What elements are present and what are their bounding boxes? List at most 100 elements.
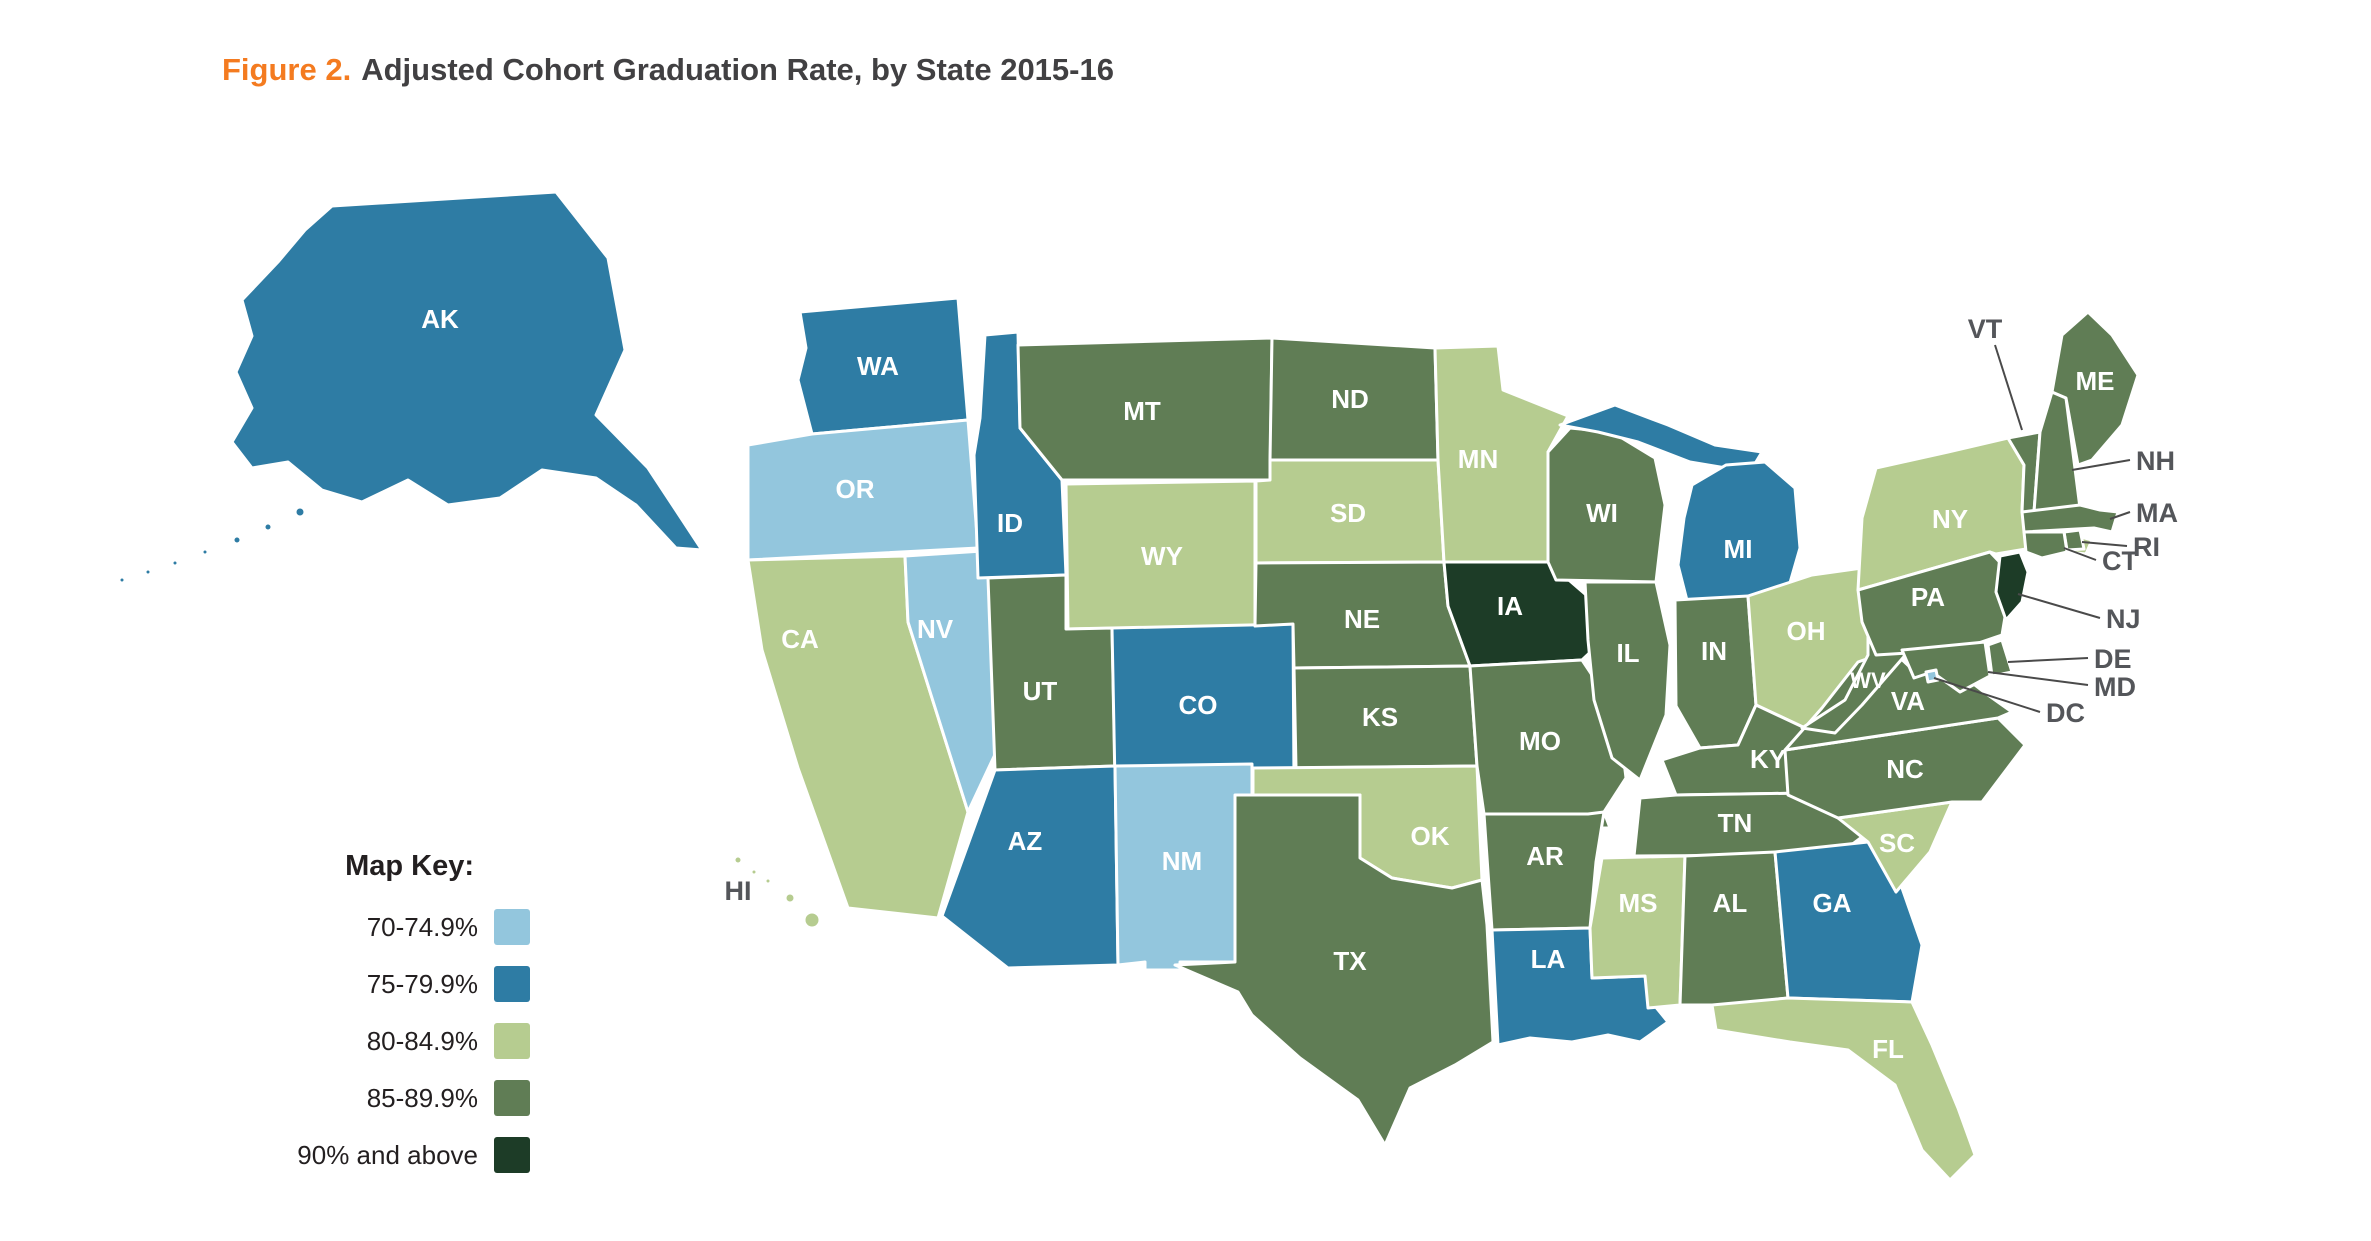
state-label-NJ: NJ — [2106, 604, 2141, 634]
state-label-NE: NE — [1344, 604, 1380, 634]
state-label-WI: WI — [1586, 498, 1618, 528]
state-IL — [1583, 580, 1672, 782]
state-label-ID: ID — [997, 508, 1023, 538]
legend-swatch-75-79 — [494, 966, 530, 1002]
state-label-TX: TX — [1333, 946, 1367, 976]
state-label-ND: ND — [1331, 384, 1369, 414]
state-label-OH: OH — [1787, 616, 1826, 646]
state-AK-island — [231, 534, 243, 546]
state-label-OR: OR — [836, 474, 875, 504]
state-label-CT: CT — [2102, 546, 2138, 576]
callout-line-MA — [2109, 511, 2131, 520]
state-label-KY: KY — [1750, 744, 1786, 774]
legend-swatch-85-89 — [494, 1080, 530, 1116]
state-label-MT: MT — [1123, 396, 1161, 426]
state-label-SD: SD — [1330, 498, 1366, 528]
state-label-CO: CO — [1179, 690, 1218, 720]
state-label-NH: NH — [2136, 446, 2175, 476]
state-HI-island — [749, 867, 759, 877]
state-label-AL: AL — [1713, 888, 1748, 918]
state-label-NM: NM — [1162, 846, 1202, 876]
state-label-TN: TN — [1718, 808, 1753, 838]
callout-line-VT — [1994, 344, 2023, 431]
state-OR — [746, 418, 980, 562]
legend-label: 85-89.9% — [366, 1082, 478, 1113]
state-NH — [2032, 390, 2082, 514]
state-label-UT: UT — [1023, 676, 1058, 706]
state-label-LA: LA — [1531, 944, 1566, 974]
state-label-IA: IA — [1497, 591, 1523, 621]
state-label-MI: MI — [1724, 534, 1753, 564]
legend-item-85-89: 85-89.9% — [258, 1080, 530, 1116]
state-HI-island — [802, 910, 822, 930]
legend-swatch-90-above — [494, 1137, 530, 1173]
state-label-AK: AK — [421, 304, 459, 334]
map-key-title: Map Key: — [345, 850, 474, 882]
state-IN — [1673, 594, 1758, 750]
legend-swatch-80-84 — [494, 1023, 530, 1059]
state-label-WV: WV — [1850, 668, 1886, 693]
state-FL — [1710, 996, 1977, 1182]
state-label-WY: WY — [1141, 541, 1183, 571]
state-label-IL: IL — [1616, 638, 1639, 668]
state-TX — [1173, 793, 1495, 1147]
legend-label: 70-74.9% — [366, 911, 478, 942]
state-label-DC: DC — [2046, 698, 2085, 728]
state-label-MS: MS — [1619, 888, 1658, 918]
state-AK-island — [170, 558, 180, 568]
callout-line-NH — [2071, 459, 2131, 471]
state-NC — [1783, 716, 2027, 820]
state-label-NY: NY — [1932, 504, 1968, 534]
legend-item-90-above: 90% and above — [258, 1137, 530, 1173]
callout-line-NJ — [2017, 593, 2101, 619]
legend-label: 75-79.9% — [366, 968, 478, 999]
state-label-RI: RI — [2133, 532, 2160, 562]
state-AK-island — [293, 505, 307, 519]
state-AK-island — [200, 547, 210, 557]
state-AK — [230, 190, 704, 552]
figure-text: Adjusted Cohort Graduation Rate, by Stat… — [361, 52, 1114, 87]
state-label-NV: NV — [917, 614, 954, 644]
state-ME — [2050, 310, 2140, 467]
state-label-MD: MD — [2094, 672, 2136, 702]
state-MT — [1016, 336, 1274, 482]
state-label-HI: HI — [725, 876, 752, 906]
state-NJ — [1994, 550, 2030, 622]
state-label-MN: MN — [1458, 444, 1498, 474]
state-label-OK: OK — [1411, 821, 1450, 851]
state-label-GA: GA — [1813, 888, 1852, 918]
legend-item-70-74: 70-74.9% — [258, 909, 530, 945]
state-label-FL: FL — [1872, 1034, 1904, 1064]
state-MA — [2020, 503, 2120, 534]
state-label-DE: DE — [2094, 644, 2132, 674]
figure-title: Figure 2. Adjusted Cohort Graduation Rate… — [222, 52, 1114, 88]
callout-line-MD — [1987, 671, 2089, 686]
map-key: Map Key: 70-74.9% 75-79.9% 80-84.9% 85-8… — [258, 850, 530, 1194]
legend-item-80-84: 80-84.9% — [258, 1023, 530, 1059]
state-DC — [1924, 668, 1940, 684]
callout-line-CT — [2063, 547, 2097, 561]
state-AK-island — [143, 567, 153, 577]
state-label-CA: CA — [781, 624, 819, 654]
state-AK-island — [117, 575, 127, 585]
state-label-AZ: AZ — [1008, 826, 1043, 856]
state-AR — [1482, 810, 1606, 932]
callout-line-DE — [2007, 657, 2089, 663]
legend-label: 90% and above — [297, 1139, 478, 1170]
state-AK-island — [262, 521, 274, 533]
callout-line-DC — [1933, 677, 2041, 713]
legend-item-75-79: 75-79.9% — [258, 966, 530, 1002]
state-DE — [1986, 638, 2014, 678]
figure-number: Figure 2. — [222, 52, 352, 87]
state-label-MA: MA — [2136, 498, 2178, 528]
state-label-VA: VA — [1891, 686, 1925, 716]
legend-label: 80-84.9% — [366, 1025, 478, 1056]
state-MD — [1900, 640, 1992, 694]
state-label-PA: PA — [1911, 582, 1945, 612]
legend-swatch-70-74 — [494, 909, 530, 945]
state-HI-island — [763, 876, 773, 886]
state-label-NC: NC — [1886, 754, 1924, 784]
state-label-WA: WA — [857, 351, 899, 381]
